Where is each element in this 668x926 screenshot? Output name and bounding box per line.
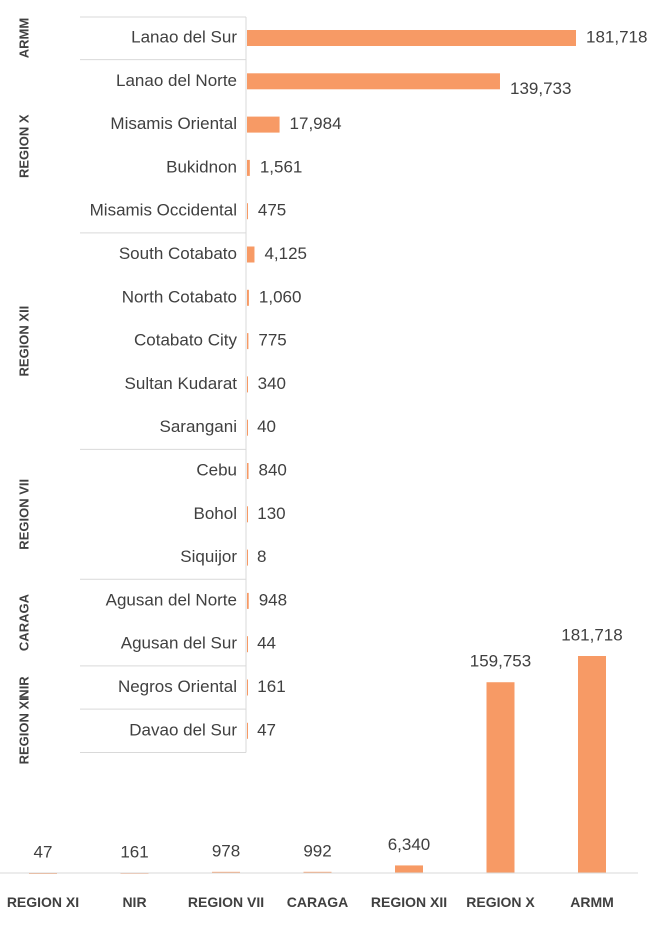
bar (247, 116, 280, 133)
group-label: REGION XII (16, 306, 31, 377)
category-label: Bohol (194, 504, 237, 523)
value-label: 159,753 (470, 652, 531, 671)
value-label: 4,125 (264, 244, 307, 263)
value-label: 8 (257, 547, 266, 566)
group-label: CARAGA (16, 593, 31, 651)
category-label: Lanao del Sur (131, 27, 237, 46)
value-label: 775 (258, 331, 286, 350)
value-label: 475 (258, 201, 286, 220)
group-label: REGION VII (16, 479, 31, 550)
bar (247, 289, 249, 306)
bar (247, 636, 248, 653)
value-label: 181,718 (561, 625, 622, 644)
category-label: North Cotabato (122, 287, 237, 306)
value-label: 161 (120, 842, 148, 861)
bar (247, 30, 576, 46)
bar (247, 203, 248, 220)
value-label: 40 (257, 417, 276, 436)
bar (247, 506, 248, 523)
bar (247, 246, 255, 263)
bar (303, 871, 332, 873)
bar (247, 419, 248, 436)
category-label: Siquijor (180, 547, 237, 566)
bar (486, 682, 515, 873)
value-label: 840 (259, 460, 287, 479)
category-label: Negros Oriental (118, 677, 237, 696)
x-tick-label: REGION XII (370, 894, 448, 910)
category-label: Agusan del Sur (121, 634, 238, 653)
bar (247, 333, 249, 350)
group-label: NIR (16, 676, 31, 699)
bar (247, 463, 249, 479)
category-label: Sarangani (159, 417, 237, 436)
x-tick-label: REGION X (466, 894, 535, 910)
value-label: 181,718 (586, 27, 647, 46)
x-tick-label: REGION VII (187, 894, 265, 910)
value-label: 340 (258, 374, 286, 393)
value-label: 1,561 (260, 157, 303, 176)
bar (247, 376, 248, 393)
value-label: 47 (257, 720, 276, 739)
bar (247, 592, 249, 609)
bar (212, 871, 240, 873)
x-tick-label: NIR (122, 894, 147, 910)
bar (247, 73, 500, 90)
category-label: Lanao del Norte (116, 71, 237, 90)
category-label: Bukidnon (166, 157, 237, 176)
x-tick-label: ARMM (570, 894, 614, 910)
bar (578, 656, 606, 873)
category-label: Misamis Occidental (90, 201, 237, 220)
value-label: 17,984 (290, 114, 342, 133)
value-label: 139,733 (510, 79, 571, 98)
x-tick-label: CARAGA (286, 894, 349, 910)
category-label: Davao del Sur (129, 720, 237, 739)
category-label: Sultan Kudarat (125, 374, 238, 393)
value-label: 992 (303, 841, 331, 860)
x-tick-label: REGION XI (6, 894, 80, 910)
category-label: Cotabato City (134, 331, 237, 350)
bar (247, 159, 250, 176)
value-label: 6,340 (388, 835, 431, 854)
category-label: South Cotabato (119, 244, 237, 263)
category-label: Cebu (196, 460, 237, 479)
value-label: 161 (257, 677, 285, 696)
value-label: 44 (257, 634, 276, 653)
value-label: 1,060 (259, 287, 302, 306)
category-label: Agusan del Norte (106, 590, 237, 609)
value-label: 978 (212, 841, 240, 860)
group-label: ARMM (16, 18, 31, 58)
category-label: Misamis Oriental (110, 114, 237, 133)
value-label: 130 (257, 504, 285, 523)
group-label: REGION XI (16, 697, 31, 764)
bar (247, 549, 248, 566)
value-label: 948 (259, 590, 287, 609)
bar (395, 865, 423, 873)
bar (247, 679, 248, 696)
group-label: REGION X (16, 114, 31, 178)
value-label: 47 (34, 842, 53, 861)
bar (247, 722, 248, 739)
